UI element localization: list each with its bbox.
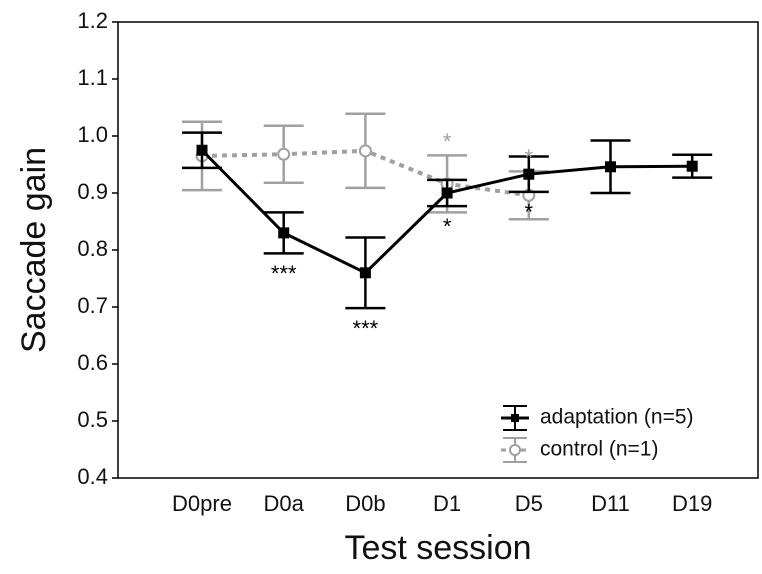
significance-marker: * — [443, 129, 452, 154]
significance-marker: *** — [353, 316, 379, 341]
y-tick-label: 0.9 — [77, 179, 108, 204]
x-tick-label: D0a — [264, 491, 305, 516]
significance-marker: * — [525, 145, 534, 170]
x-tick-label: D0pre — [172, 491, 232, 516]
significance-marker: *** — [271, 261, 297, 286]
y-axis-title: Saccade gain — [15, 147, 53, 353]
point — [359, 267, 371, 279]
legend-marker — [511, 414, 519, 422]
legend-marker — [509, 444, 521, 456]
point — [686, 160, 698, 172]
x-tick-label: D5 — [515, 491, 543, 516]
point — [441, 187, 453, 199]
x-tick-label: D0b — [345, 491, 385, 516]
y-tick-label: 0.5 — [77, 407, 108, 432]
x-tick-label: D11 — [591, 491, 630, 516]
point — [605, 161, 616, 173]
y-tick-label: 1.1 — [77, 65, 108, 90]
point — [196, 144, 208, 156]
y-tick-label: 0.8 — [77, 236, 108, 261]
x-axis-title: Test session — [344, 529, 531, 567]
point — [358, 144, 372, 158]
y-tick-label: 1.0 — [77, 122, 108, 147]
significance-marker: * — [525, 200, 534, 225]
x-tick-label: D1 — [433, 491, 461, 516]
point — [278, 227, 290, 239]
y-tick-label: 0.6 — [77, 350, 108, 375]
significance-marker: * — [443, 214, 452, 239]
point — [523, 168, 535, 180]
legend-label: control (n=1) — [540, 438, 658, 461]
y-tick-label: 1.2 — [77, 8, 108, 33]
x-tick-label: D19 — [672, 491, 712, 516]
y-tick-label: 0.4 — [77, 464, 108, 489]
point — [277, 147, 291, 161]
legend-label: adaptation (n=5) — [540, 406, 694, 429]
y-tick-label: 0.7 — [77, 293, 108, 318]
